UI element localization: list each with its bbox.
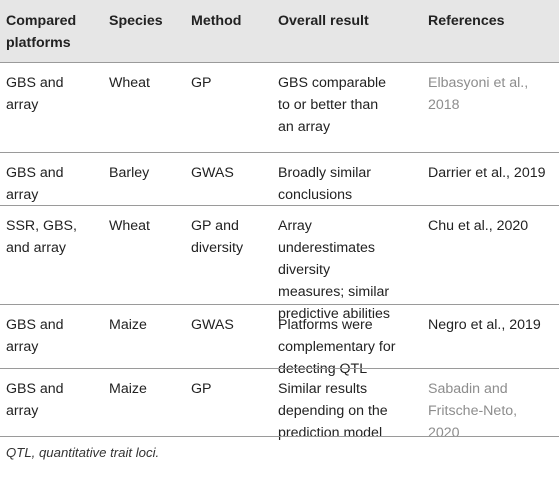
cell-overall-result-line: diversity	[278, 262, 331, 278]
cell-overall-result-line: predictive abilities	[278, 306, 390, 322]
cell-overall-result: Array underestimates diversity measures; si…	[278, 215, 390, 325]
cell-platforms-line: array	[6, 187, 39, 203]
table-footnote: QTL, quantitative trait loci.	[6, 445, 160, 460]
cell-platforms-line: array	[6, 339, 39, 355]
header-compared-platforms: Compared platforms	[6, 10, 101, 54]
header-overall-result: Overall result	[278, 13, 369, 29]
cell-overall-result-line: to or better than	[278, 97, 379, 113]
cell-species: Maize	[109, 378, 147, 400]
cell-overall-result: Platforms were complementary for detecting…	[278, 314, 395, 380]
cell-reference: Chu et al., 2020	[428, 215, 528, 237]
cell-overall-result: Similar results depending on the predictio…	[278, 378, 388, 444]
cell-overall-result: Broadly similar conclusions	[278, 162, 371, 206]
table-row: SSR, GBS, and array Wheat GP and diversity Ar…	[0, 205, 559, 322]
cell-overall-result-line: Broadly similar	[278, 165, 372, 181]
table-row: GBS and array Maize GP Similar results depend…	[0, 368, 559, 441]
cell-method-line: GWAS	[191, 165, 234, 181]
header-method: Method	[191, 13, 242, 29]
cell-platforms: GBS and array	[6, 72, 64, 116]
header-species: Species	[109, 13, 163, 29]
cell-overall-result: GBS comparable to or better than an array	[278, 72, 386, 138]
cell-reference-line: Chu et al., 2020	[428, 218, 529, 234]
cell-overall-result-line: detecting QTL	[278, 361, 368, 377]
cell-platforms-line: GBS and	[6, 381, 64, 397]
cell-species: Wheat	[109, 215, 150, 237]
header-label: Compared platforms	[6, 13, 77, 51]
cell-reference: Sabadin and Fritsche-Neto, 2020	[428, 378, 517, 444]
table-bottom-rule	[0, 436, 559, 437]
cell-method: GP	[191, 378, 212, 400]
cell-species-line: Wheat	[109, 218, 151, 234]
cell-method: GWAS	[191, 162, 234, 184]
cell-species-line: Barley	[109, 165, 150, 181]
cell-overall-result-line: an array	[278, 119, 331, 135]
table-row: GBS and array Barley GWAS Broadly similar con…	[0, 152, 559, 206]
cell-reference-line: 2018	[428, 97, 460, 113]
cell-method: GP and diversity	[191, 215, 243, 259]
cell-method-line: GP	[191, 75, 212, 91]
cell-species: Maize	[109, 314, 147, 336]
cell-overall-result-line: GBS comparable	[278, 75, 387, 91]
table-row: GBS and array Maize GWAS Platforms were compl…	[0, 304, 559, 377]
comparison-table: Compared platforms Species Method Overal…	[0, 0, 559, 441]
cell-method-line: diversity	[191, 240, 244, 256]
cell-platforms-line: GBS and	[6, 317, 64, 333]
cell-reference: Negro et al., 2019	[428, 314, 541, 336]
cell-platforms: SSR, GBS, and array	[6, 215, 77, 259]
cell-platforms-line: and array	[6, 240, 66, 256]
cell-method: GWAS	[191, 314, 234, 336]
cell-reference: Elbasyoni et al., 2018	[428, 72, 528, 116]
header-references: References	[428, 13, 505, 29]
cell-reference-line: Negro et al., 2019	[428, 317, 541, 333]
cell-overall-result-line: measures; similar	[278, 284, 390, 300]
cell-species-line: Wheat	[109, 75, 151, 91]
cell-platforms: GBS and array	[6, 314, 64, 358]
cell-reference-line: Sabadin and	[428, 381, 508, 397]
cell-platforms-line: array	[6, 403, 39, 419]
cell-reference-line: Fritsche-Neto,	[428, 403, 518, 419]
cell-species: Wheat	[109, 72, 150, 94]
cell-method-line: GP	[191, 381, 212, 397]
cell-platforms-line: SSR, GBS,	[6, 218, 77, 234]
cell-reference-line: 2020	[428, 425, 460, 441]
cell-platforms: GBS and array	[6, 378, 64, 422]
cell-platforms-line: GBS and	[6, 75, 64, 91]
cell-species-line: Maize	[109, 381, 147, 397]
cell-overall-result-line: conclusions	[278, 187, 353, 203]
cell-reference: Darrier et al., 2019	[428, 162, 546, 184]
cell-reference-line: Elbasyoni et al.,	[428, 75, 529, 91]
cell-method-line: GP and	[191, 218, 239, 234]
cell-overall-result-line: Similar results	[278, 381, 368, 397]
table-header: Compared platforms Species Method Overal…	[0, 0, 559, 62]
cell-reference-line: Darrier et al., 2019	[428, 165, 546, 181]
table-row: GBS and array Wheat GP GBS comparable to or b…	[0, 62, 559, 153]
cell-overall-result-line: Platforms were	[278, 317, 373, 333]
cell-overall-result-line: complementary for	[278, 339, 396, 355]
cell-overall-result-line: underestimates	[278, 240, 375, 256]
cell-method: GP	[191, 72, 212, 94]
cell-overall-result-line: Array	[278, 218, 312, 234]
cell-platforms: GBS and array	[6, 162, 64, 206]
cell-platforms-line: array	[6, 97, 39, 113]
cell-overall-result-line: depending on the	[278, 403, 388, 419]
cell-method-line: GWAS	[191, 317, 234, 333]
cell-overall-result-line: prediction model	[278, 425, 383, 441]
cell-species-line: Maize	[109, 317, 147, 333]
cell-species: Barley	[109, 162, 149, 184]
cell-platforms-line: GBS and	[6, 165, 64, 181]
